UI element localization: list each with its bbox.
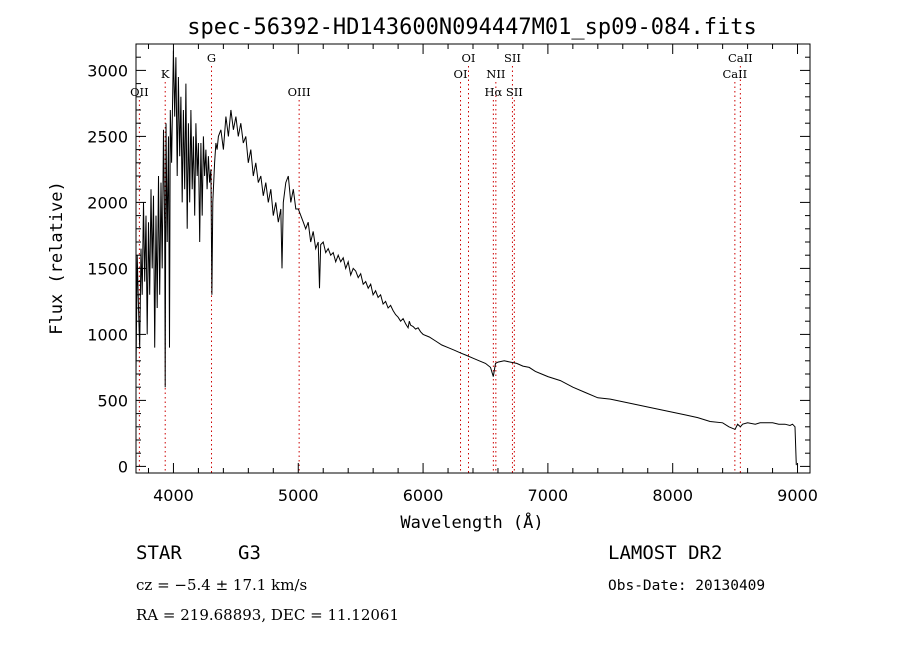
- y-tick-label: 2500: [87, 127, 128, 146]
- redshift-velocity: cz = −5.4 ± 17.1 km/s: [136, 576, 307, 594]
- y-tick-label: 2000: [87, 193, 128, 212]
- y-tick-label: 0: [118, 457, 128, 476]
- spectral-line-label: Hα: [484, 85, 502, 99]
- coordinates: RA = 219.68893, DEC = 11.12061: [136, 606, 399, 624]
- spectral-line-label: OI: [462, 51, 476, 65]
- plot-frame: [135, 43, 811, 474]
- spectral-line-label: OII: [130, 85, 149, 99]
- x-tick-label: 6000: [403, 486, 444, 505]
- observation-date: Obs-Date: 20130409: [608, 578, 765, 594]
- y-tick-label: 1000: [87, 325, 128, 344]
- spectral-line-label: SII: [504, 51, 521, 65]
- survey-name: LAMOST DR2: [608, 542, 722, 564]
- spectral-line-label: G: [207, 51, 216, 65]
- spectral-line-label: OI: [454, 67, 468, 81]
- y-tick-label: 500: [97, 391, 128, 410]
- y-axis-label: Flux (relative): [47, 181, 67, 335]
- x-tick-label: 5000: [278, 486, 319, 505]
- y-axis-ticks: 0 500 1000 1500 2000 2500 3000: [87, 43, 810, 476]
- spectral-line-label: NII: [486, 67, 505, 81]
- x-tick-label: 7000: [528, 486, 569, 505]
- object-subclass: G3: [238, 542, 261, 564]
- spectral-line-label: CaII: [728, 51, 753, 65]
- y-tick-label: 3000: [87, 61, 128, 80]
- x-axis-label: Wavelength (Å): [400, 511, 543, 533]
- x-tick-label: 8000: [652, 486, 693, 505]
- x-axis-ticks: 4000 5000 6000 7000 8000 9000: [147, 44, 818, 505]
- object-class: STAR: [136, 542, 182, 564]
- x-tick-label: 9000: [777, 486, 818, 505]
- spectrum-line: [135, 50, 797, 466]
- chart-title: spec-56392-HD143600N094447M01_sp09-084.f…: [187, 15, 757, 40]
- spectral-line-label: K: [161, 67, 170, 81]
- spectral-line-label: SII: [506, 85, 523, 99]
- y-tick-label: 1500: [87, 259, 128, 278]
- x-tick-label: 4000: [153, 486, 194, 505]
- spectral-line-label: OIII: [288, 85, 311, 99]
- spectral-line-label: CaII: [722, 67, 747, 81]
